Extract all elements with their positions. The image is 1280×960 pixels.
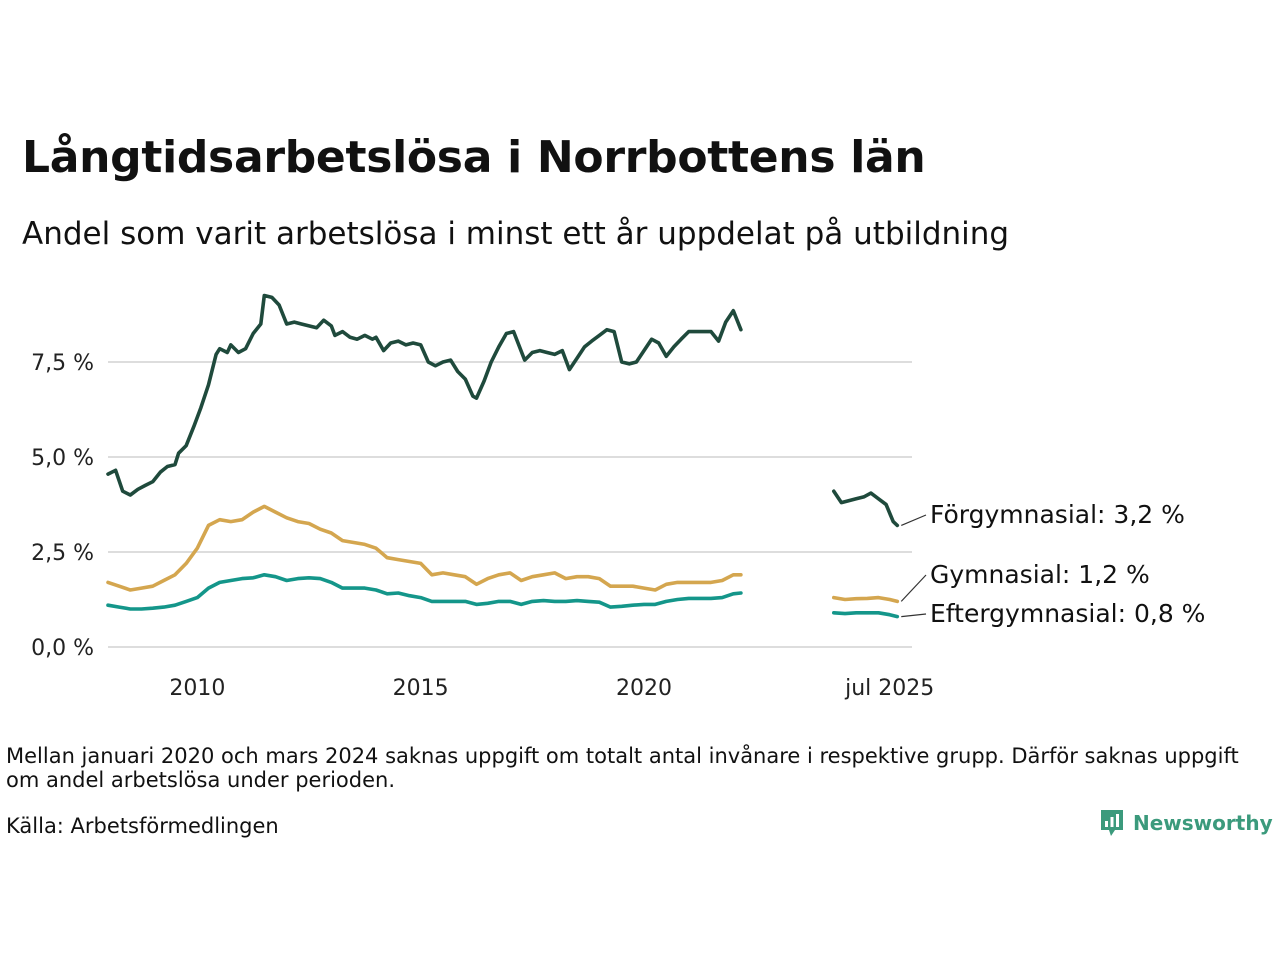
series-line-gymnasial-0 bbox=[106, 504, 743, 592]
y-tick-label: 2,5 % bbox=[31, 541, 94, 566]
end-label-eftergymnasial: Eftergymnasial: 0,8 % bbox=[930, 599, 1205, 628]
chart-subtitle: Andel som varit arbetslösa i minst ett å… bbox=[22, 216, 1010, 252]
x-tick-label: 2015 bbox=[393, 676, 449, 701]
y-tick-label: 5,0 % bbox=[31, 446, 94, 471]
label-leader-gymnasial bbox=[900, 574, 927, 602]
series-line-forgymnasial-1 bbox=[832, 489, 900, 528]
newsworthy-logo: Newsworthy bbox=[1099, 808, 1273, 838]
line-chart: 0,0 % 2,5 % 5,0 % 7,5 % 2010 2015 2020 jul 202… bbox=[31, 293, 1205, 701]
label-leader-forgymnasial bbox=[901, 514, 927, 526]
x-tick-label: 2010 bbox=[169, 676, 225, 701]
series-eftergymnasial bbox=[106, 573, 900, 619]
newsworthy-logo-text: Newsworthy bbox=[1133, 811, 1273, 835]
gridlines bbox=[108, 361, 912, 648]
series-lines bbox=[106, 293, 900, 619]
y-axis-ticks: 0,0 % 2,5 % 5,0 % 7,5 % bbox=[31, 351, 94, 661]
end-labels: Förgymnasial: 3,2 % Gymnasial: 1,2 % Efter… bbox=[900, 500, 1205, 628]
y-tick-label: 7,5 % bbox=[31, 351, 94, 376]
series-forgymnasial bbox=[106, 293, 900, 528]
y-tick-label: 0,0 % bbox=[31, 636, 94, 661]
end-label-gymnasial: Gymnasial: 1,2 % bbox=[930, 560, 1150, 589]
series-line-forgymnasial-0 bbox=[106, 293, 743, 497]
x-tick-label: 2020 bbox=[616, 676, 672, 701]
end-label-forgymnasial: Förgymnasial: 3,2 % bbox=[930, 500, 1185, 529]
x-tick-label: jul 2025 bbox=[844, 676, 934, 701]
source-note: Källa: Arbetsförmedlingen bbox=[6, 814, 279, 838]
series-line-gymnasial-1 bbox=[832, 595, 900, 604]
x-axis-ticks: 2010 2015 2020 jul 2025 bbox=[169, 676, 934, 701]
series-line-eftergymnasial-1 bbox=[832, 611, 900, 619]
newsworthy-logo-icon bbox=[1101, 810, 1123, 836]
footnote: Mellan januari 2020 och mars 2024 saknas… bbox=[6, 744, 1239, 792]
series-gymnasial bbox=[106, 504, 900, 604]
label-leader-eftergymnasial bbox=[901, 613, 927, 618]
chart-title: Långtidsarbetslösa i Norrbottens län bbox=[22, 132, 926, 183]
series-line-eftergymnasial-0 bbox=[106, 573, 743, 611]
